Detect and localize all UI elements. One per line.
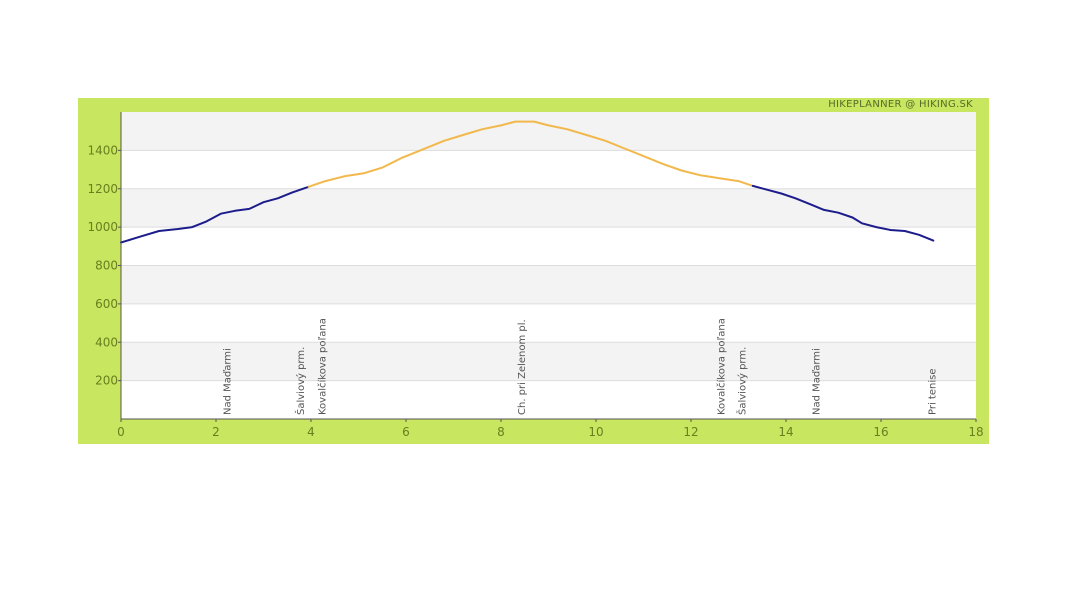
- elevation-chart: Nad Maďarmi Šalviový prm. Kovalčíkova poľa…: [78, 98, 989, 444]
- y-tick-label: 1400: [87, 143, 118, 157]
- x-tick-label: 2: [212, 425, 220, 439]
- plot-band: [121, 150, 976, 189]
- x-axis-ticks: 0 2 4 6 8 10 12 14 16 18: [117, 419, 984, 439]
- x-tick-label: 10: [588, 425, 603, 439]
- waypoint-label: Nad Maďarmi: [222, 348, 233, 415]
- x-tick-label: 18: [968, 425, 983, 439]
- waypoint-label: Kovalčíkova poľana: [316, 318, 328, 415]
- waypoint-label: Pri tenise: [928, 369, 939, 415]
- plot-band: [121, 342, 976, 381]
- plot-band: [121, 112, 976, 151]
- waypoint-labels: Nad Maďarmi Šalviový prm. Kovalčíkova poľa…: [222, 318, 938, 415]
- y-tick-label: 200: [95, 374, 118, 388]
- elevation-lines: [120, 120, 935, 244]
- plot-band: [121, 227, 976, 266]
- x-tick-label: 8: [497, 425, 505, 439]
- plot-band: [121, 265, 976, 304]
- plot-grid: [121, 149, 976, 382]
- x-tick-label: 0: [117, 425, 125, 439]
- y-tick-label: 1200: [87, 182, 118, 196]
- elevation-chart-frame: Nad Maďarmi Šalviový prm. Kovalčíkova poľa…: [78, 98, 989, 444]
- brand-label: HIKEPLANNER @ HIKING.SK: [828, 99, 973, 110]
- waypoint-label: Nad Maďarmi: [811, 348, 822, 415]
- x-tick-label: 4: [307, 425, 315, 439]
- elevation-series-line: [751, 184, 935, 242]
- y-tick-label: 400: [95, 335, 118, 349]
- y-tick-label: 800: [95, 259, 118, 273]
- x-tick-label: 6: [402, 425, 410, 439]
- waypoint-label: Šalviový prm.: [736, 347, 749, 415]
- plot-band: [121, 188, 976, 228]
- plot-bands: [121, 112, 976, 419]
- waypoint-label: Ch. pri Zelenom pl.: [517, 319, 528, 415]
- y-axis-ticks: 200 400 600 800 1000 1200 1400: [87, 143, 121, 388]
- waypoint-label: Kovalčíkova poľana: [715, 318, 727, 415]
- elevation-series-line: [307, 120, 754, 188]
- y-tick-label: 1000: [87, 220, 118, 234]
- plot-band: [121, 303, 976, 343]
- elevation-series-line: [120, 185, 310, 244]
- x-tick-label: 12: [683, 425, 698, 439]
- x-tick-label: 14: [778, 425, 793, 439]
- y-tick-label: 600: [95, 297, 118, 311]
- x-tick-label: 16: [873, 425, 888, 439]
- waypoint-label: Šalviový prm.: [294, 347, 307, 415]
- plot-band: [121, 380, 976, 419]
